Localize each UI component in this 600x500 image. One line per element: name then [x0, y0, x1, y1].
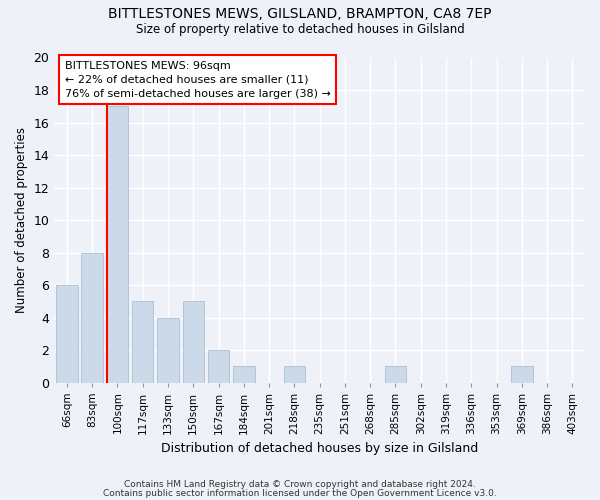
Bar	[107, 106, 128, 382]
Text: BITTLESTONES MEWS: 96sqm
← 22% of detached houses are smaller (11)
76% of semi-d: BITTLESTONES MEWS: 96sqm ← 22% of detach…	[65, 61, 331, 99]
Bar	[56, 285, 77, 382]
Bar	[132, 302, 154, 382]
Bar	[82, 252, 103, 382]
Bar	[385, 366, 406, 382]
Bar	[182, 302, 204, 382]
Text: Contains HM Land Registry data © Crown copyright and database right 2024.: Contains HM Land Registry data © Crown c…	[124, 480, 476, 489]
Bar	[157, 318, 179, 382]
Bar	[284, 366, 305, 382]
Bar	[233, 366, 254, 382]
Bar	[511, 366, 533, 382]
Bar	[208, 350, 229, 382]
Y-axis label: Number of detached properties: Number of detached properties	[15, 127, 28, 313]
Text: Contains public sector information licensed under the Open Government Licence v3: Contains public sector information licen…	[103, 489, 497, 498]
Text: Size of property relative to detached houses in Gilsland: Size of property relative to detached ho…	[136, 22, 464, 36]
X-axis label: Distribution of detached houses by size in Gilsland: Distribution of detached houses by size …	[161, 442, 478, 455]
Text: BITTLESTONES MEWS, GILSLAND, BRAMPTON, CA8 7EP: BITTLESTONES MEWS, GILSLAND, BRAMPTON, C…	[108, 8, 492, 22]
